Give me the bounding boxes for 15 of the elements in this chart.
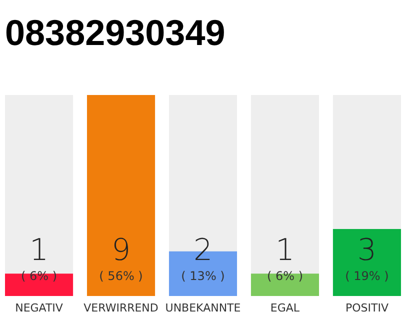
annotation: ( 6% ): [266, 269, 304, 283]
data-label: 1: [275, 233, 295, 268]
x-tick-label: UNBEKANNTE: [165, 302, 241, 314]
annotation: ( 19% ): [345, 269, 389, 283]
x-tick-label: NEGATIV: [15, 302, 64, 314]
annotation: ( 13% ): [181, 269, 225, 283]
x-tick-label: POSITIV: [345, 302, 389, 314]
data-label: 3: [357, 233, 377, 268]
x-tick-label: EGAL: [270, 302, 300, 314]
chart-title: 08382930349: [5, 12, 226, 53]
data-label: 9: [111, 233, 131, 268]
annotation: ( 6% ): [21, 269, 58, 283]
x-tick-label: VERWIRREND: [84, 302, 158, 314]
data-label: 1: [29, 233, 49, 268]
annotation: ( 56% ): [99, 269, 143, 283]
